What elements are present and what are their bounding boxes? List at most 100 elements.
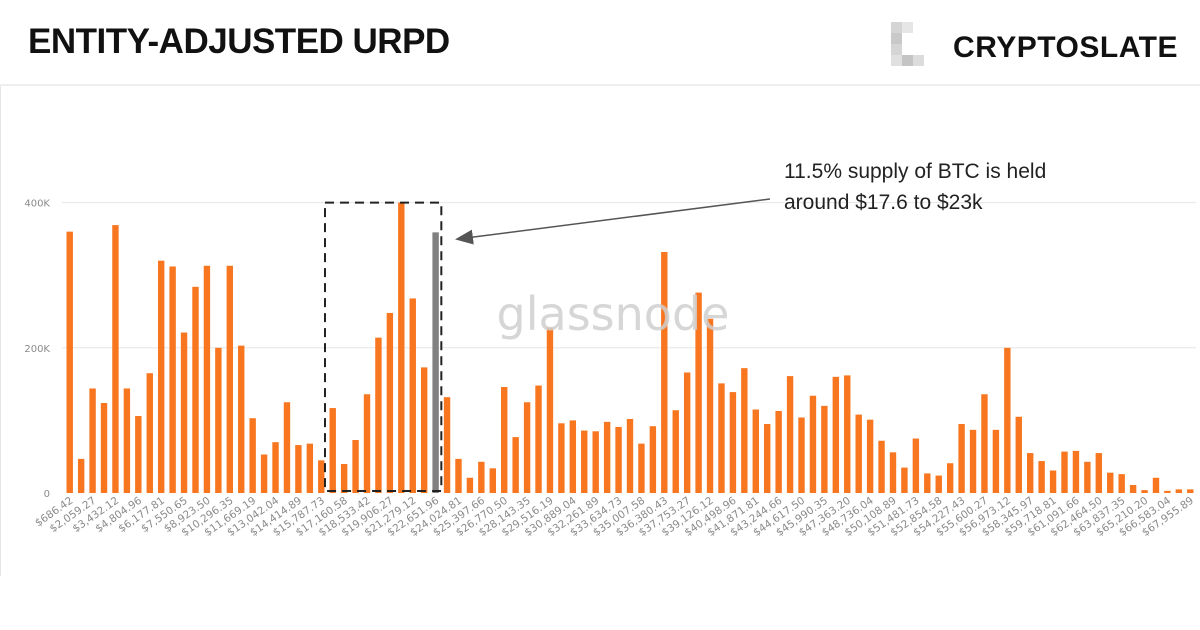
bar [169,266,176,493]
bar [398,202,405,493]
bar [924,473,931,493]
bar [1015,416,1022,493]
bar [409,298,416,493]
y-tick-label: 200K [24,344,50,355]
bar [180,332,188,493]
bar [215,347,222,493]
bar [226,265,233,493]
bar [295,445,302,493]
bar [741,368,748,493]
bar [992,429,1000,493]
bar [695,292,702,493]
bar [260,454,268,493]
x-axis: $686.42$2,059.27$3,432.12$4,804.96$6,177… [33,494,1196,538]
bar [283,402,291,493]
bar [135,416,142,493]
bar [1152,477,1160,493]
bar [603,421,611,493]
bar [1038,461,1045,493]
bar [489,468,496,493]
bar [192,286,199,493]
bar [626,418,634,493]
bar [466,477,474,493]
bar [946,463,954,493]
bar [318,460,325,493]
bar [775,410,782,493]
bar [672,410,679,493]
bar [912,438,920,493]
bar [901,467,908,493]
bar [443,397,451,493]
y-axis: 0 200K 400K [24,199,50,500]
bar [798,417,805,493]
bar [1175,489,1183,493]
bar [1027,453,1034,493]
highlight-box [323,201,443,492]
bar [752,409,759,493]
bar [1049,470,1057,493]
page-title: ENTITY-ADJUSTED URPD [28,22,450,61]
bar [363,394,371,493]
bar [718,383,725,493]
bars-layer [66,202,1194,494]
bar [558,423,565,493]
brand-name: CRYPTOSLATE [953,31,1178,64]
bar [77,458,85,493]
y-tick-label: 400K [24,199,50,210]
bar [1129,485,1137,493]
bar [649,426,657,493]
bar [809,395,817,493]
bar [878,440,885,493]
bar [329,408,336,493]
chart-left-border [0,86,1,576]
bar [832,376,840,493]
bar [1095,453,1103,493]
bar [66,231,73,493]
watermark: glassnode [497,287,730,341]
bar [592,431,599,493]
bar [100,402,108,493]
bar [683,372,691,493]
bar [512,437,519,493]
bar [203,265,211,493]
bar [581,430,588,493]
cryptoslate-logo-icon [891,22,927,74]
bar [1187,489,1194,493]
bar [969,429,977,493]
bar [821,405,828,493]
bar [1118,474,1125,493]
brand: CRYPTOSLATE [891,22,1178,74]
bar [112,225,119,494]
bar [1141,490,1148,493]
bar [249,418,256,493]
bar [352,440,359,493]
bar [478,461,485,493]
bar [764,424,771,493]
bar [340,463,348,493]
bar [455,458,462,493]
bar [420,367,428,493]
bar [981,394,988,493]
bar [375,337,382,493]
bar [1084,461,1091,493]
y-tick-label: 0 [44,489,50,500]
annotation-text: 11.5% supply of BTC is held around $17.6… [784,160,1047,214]
bar [146,373,153,493]
bar [958,424,965,493]
bar [157,260,165,493]
bar [855,414,862,493]
bar [1164,490,1171,493]
bar [889,452,897,493]
bar [386,312,394,493]
bar [661,251,668,493]
bar [866,419,874,493]
bar [569,420,577,493]
annotation-arrow [455,198,771,245]
bar [706,318,714,493]
bar [615,426,622,493]
bar [238,345,245,493]
bar [272,442,279,493]
header-divider [0,84,1200,86]
bar [89,388,96,493]
